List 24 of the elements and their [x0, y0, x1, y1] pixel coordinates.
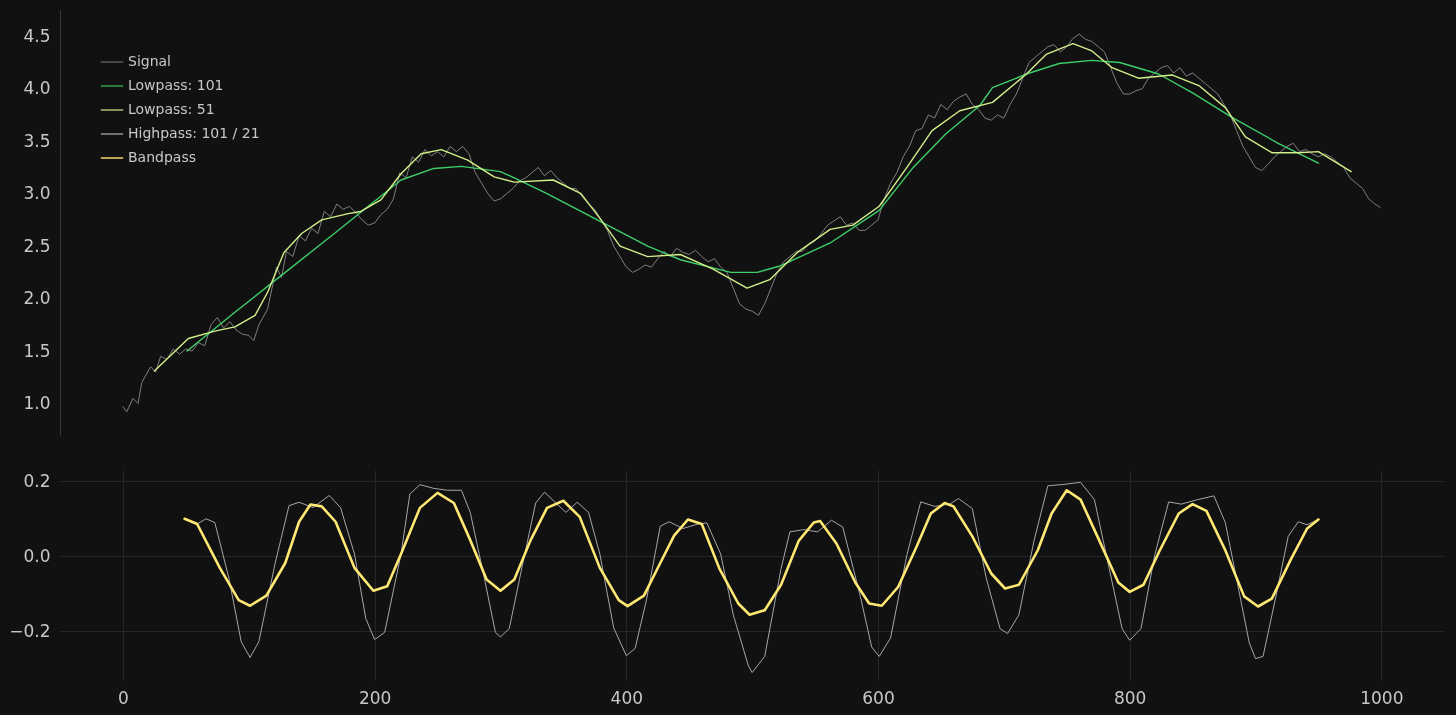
y-tick-label: 1.5	[23, 340, 51, 361]
legend-label: Bandpass	[128, 149, 196, 165]
y-tick-label: 0.2	[23, 470, 51, 491]
y-tick-label: 2.5	[23, 235, 51, 256]
x-tick-label: 800	[1113, 687, 1147, 708]
y-tick-label: 2.0	[23, 288, 51, 309]
y-tick-label: 3.5	[23, 130, 51, 151]
x-tick-label: 200	[358, 687, 392, 708]
line-series	[122, 33, 1381, 413]
legend-label: Lowpass: 101	[128, 77, 224, 93]
y-tick-label: 4.0	[23, 78, 51, 99]
y-tick-label: 3.0	[23, 183, 51, 204]
x-tick-label: 0	[118, 687, 129, 708]
legend-label: Signal	[128, 53, 172, 69]
line-series	[183, 488, 1320, 617]
x-tick-label: 1000	[1360, 687, 1404, 708]
y-tick-label: 4.5	[23, 25, 51, 46]
y-tick-label: 1.0	[23, 393, 51, 414]
x-tick-label: 600	[862, 687, 895, 708]
y-tick-label: 0.0	[23, 545, 51, 566]
y-tick-label: −0.2	[9, 620, 51, 641]
legend-label: Lowpass: 51	[128, 101, 215, 117]
x-tick-label: 400	[610, 687, 644, 708]
legend-label: Highpass: 101 / 21	[128, 125, 260, 141]
